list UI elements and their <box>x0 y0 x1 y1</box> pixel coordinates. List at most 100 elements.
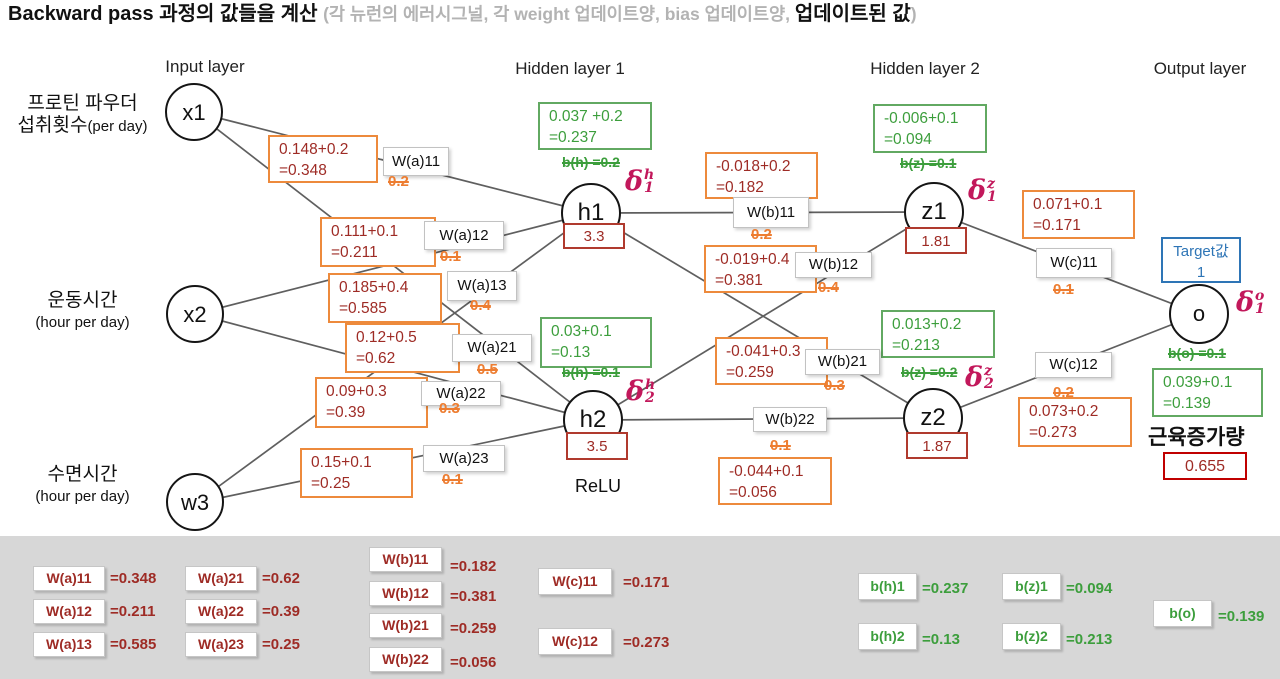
summary-value-wc11: =0.171 <box>623 574 670 591</box>
title-sub-black: 업데이트된 값 <box>794 3 911 25</box>
weight-old-b12: 0.4 <box>818 279 839 296</box>
input-label-x1-unit: (per day) <box>87 118 148 135</box>
node-h2-value: 3.5 <box>566 432 628 460</box>
header-output-layer: Output layer <box>1153 59 1247 78</box>
weight-update-a12: 0.111+0.1 =0.211 <box>320 217 436 267</box>
summary-box-wa11: W(a)11 <box>33 566 105 591</box>
delta-sub: 2 <box>984 375 994 392</box>
weight-old-a22: 0.3 <box>439 400 460 417</box>
delta-sub: 1 <box>987 188 997 205</box>
node-o: o <box>1169 284 1229 344</box>
bias-old-bh2: b(h) =0.1 <box>562 364 620 380</box>
delta-sup: z <box>987 175 995 192</box>
weight-update-b22: -0.044+0.1 =0.056 <box>718 457 832 505</box>
weight-box-a22: W(a)22 <box>421 381 501 406</box>
weight-box-a21: W(a)21 <box>452 334 532 362</box>
bias-old-bz1: b(z) =0.1 <box>900 155 957 171</box>
calc-line: -0.041+0.3 <box>726 343 801 360</box>
result-line: =0.381 <box>715 272 763 289</box>
summary-box-bo: b(o) <box>1153 600 1212 627</box>
delta-symbol: δ <box>968 175 987 206</box>
weight-old-a21: 0.5 <box>477 361 498 378</box>
bias-update-bh1: 0.037 +0.2 =0.237 <box>538 102 652 150</box>
result-line: =0.348 <box>279 162 327 179</box>
node-x1: x1 <box>165 83 223 141</box>
result-line: =0.237 <box>549 129 597 146</box>
summary-value-wa13: =0.585 <box>110 636 157 653</box>
calc-line: -0.019+0.4 <box>715 251 790 268</box>
result-line: =0.13 <box>551 344 591 361</box>
input-label-x2: 운동시간 (hour per day) <box>5 290 160 334</box>
calc-line: 0.037 +0.2 <box>549 108 623 125</box>
weight-box-b12: W(b)12 <box>795 252 872 278</box>
weight-update-a22: 0.09+0.3 =0.39 <box>315 377 428 428</box>
weight-box-a12: W(a)12 <box>424 221 504 250</box>
delta-symbol: δ <box>625 166 644 197</box>
calc-line: 0.148+0.2 <box>279 141 349 158</box>
summary-box-wb11: W(b)11 <box>369 547 442 572</box>
title-paren: ) <box>910 4 917 24</box>
result-line: =0.094 <box>884 131 932 148</box>
weight-old-b22: 0.1 <box>770 437 791 454</box>
weight-box-a13: W(a)13 <box>447 271 517 301</box>
summary-box-wa13: W(a)13 <box>33 632 105 657</box>
summary-value-wc12: =0.273 <box>623 634 670 651</box>
bias-old-bz2: b(z) =0.2 <box>901 364 958 380</box>
summary-value-bh2: =0.13 <box>922 631 960 648</box>
weight-update-a23: 0.15+0.1 =0.25 <box>300 448 413 498</box>
calc-line: 0.071+0.1 <box>1033 196 1103 213</box>
weight-old-a13: 0.4 <box>470 297 491 314</box>
input-label-x3-unit: (hour per day) <box>35 488 130 505</box>
bias-old-bh1: b(h) =0.2 <box>562 154 620 170</box>
weight-update-c12: 0.073+0.2 =0.273 <box>1018 397 1132 447</box>
delta-sup: h <box>645 376 656 393</box>
calc-line: 0.12+0.5 <box>356 329 417 346</box>
calc-line: 0.03+0.1 <box>551 323 612 340</box>
calc-line: 0.013+0.2 <box>892 316 962 333</box>
target-label: Target값 <box>1173 243 1229 260</box>
weight-old-b11: 0.2 <box>751 226 772 243</box>
delta-sup: z <box>984 362 992 379</box>
summary-box-wb12: W(b)12 <box>369 581 442 606</box>
delta-symbol: δ <box>1236 287 1255 318</box>
summary-value-bh1: =0.237 <box>922 580 969 597</box>
page-title: Backward pass 과정의 값들을 계산 (각 뉴런의 에러시그널, 각… <box>8 2 986 28</box>
summary-value-wa12: =0.211 <box>110 603 156 620</box>
bias-update-bz1: -0.006+0.1 =0.094 <box>873 104 987 153</box>
summary-value-bz2: =0.213 <box>1066 631 1113 648</box>
summary-value-wb11: =0.182 <box>450 558 497 575</box>
delta-symbol: δ <box>626 376 645 407</box>
weight-old-b21: 0.3 <box>824 377 845 394</box>
input-label-x2-line1: 운동시간 <box>47 290 118 311</box>
weight-update-a21: 0.12+0.5 =0.62 <box>345 323 460 373</box>
node-z2-value: 1.87 <box>906 432 968 459</box>
output-name-label: 근육증가량 <box>1148 426 1245 449</box>
result-line: =0.213 <box>892 337 940 354</box>
summary-box-wa23: W(a)23 <box>185 632 257 657</box>
title-main: Backward pass 과정의 값들을 계산 <box>8 3 324 25</box>
header-hidden-layer-1: Hidden layer 1 <box>515 59 625 78</box>
summary-box-bh1: b(h)1 <box>858 573 917 600</box>
summary-value-wb22: =0.056 <box>450 654 497 671</box>
bias-update-bh2: 0.03+0.1 =0.13 <box>540 317 652 368</box>
weight-old-c11: 0.1 <box>1053 281 1074 298</box>
weight-update-a13: 0.185+0.4 =0.585 <box>328 273 442 323</box>
result-line: =0.62 <box>356 350 396 367</box>
summary-box-bz1: b(z)1 <box>1002 573 1061 600</box>
header-hidden-layer-2: Hidden layer 2 <box>870 59 980 78</box>
weight-old-c12: 0.2 <box>1053 384 1074 401</box>
calc-line: 0.15+0.1 <box>311 454 372 471</box>
result-line: =0.171 <box>1033 217 1081 234</box>
calc-line: 0.039+0.1 <box>1163 374 1233 391</box>
summary-box-bh2: b(h)2 <box>858 623 917 650</box>
summary-box-wc12: W(c)12 <box>538 628 612 655</box>
input-label-x1: 프로틴 파우더 섭취횟수(per day) <box>5 93 160 138</box>
delta-sub: 1 <box>644 179 654 196</box>
calc-line: -0.006+0.1 <box>884 110 959 127</box>
summary-box-wa22: W(a)22 <box>185 599 257 624</box>
